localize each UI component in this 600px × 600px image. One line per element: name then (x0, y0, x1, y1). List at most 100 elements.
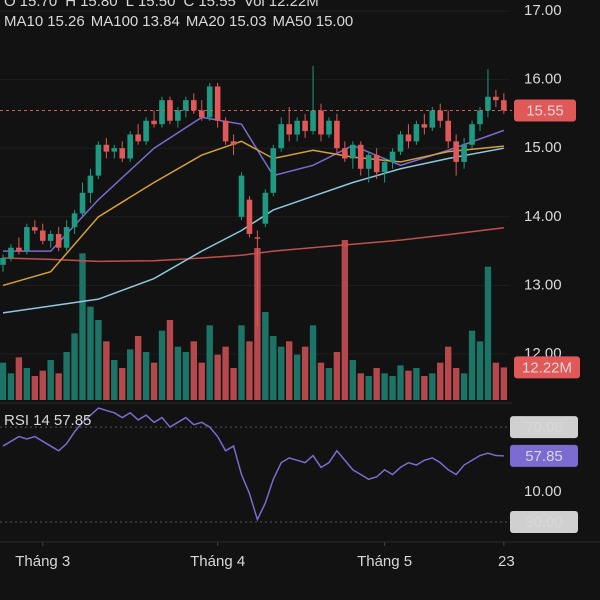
ma-legend-value: 15.03 (229, 13, 267, 30)
volume-bar (301, 346, 309, 400)
candle-body (286, 124, 292, 135)
ohlc-value: 15.70 (20, 0, 58, 10)
candle-body (55, 233, 62, 248)
candle-body (334, 120, 340, 149)
volume-bar (79, 253, 86, 400)
candle-body (206, 86, 213, 118)
volume-bar (222, 346, 229, 400)
volume-bar (492, 362, 500, 400)
volume-bar (317, 362, 325, 400)
volume-bar (103, 341, 110, 400)
volume-bar (182, 352, 190, 400)
candle-body (493, 96, 499, 101)
candle-body (143, 120, 149, 142)
volume-bar (39, 370, 46, 400)
candle-body (16, 247, 22, 252)
volume-bar (127, 349, 134, 400)
volume-bar (31, 376, 38, 400)
volume-bar (373, 368, 380, 400)
volume-bar (309, 325, 317, 400)
volume-bar (55, 373, 62, 400)
rsi-tick-badge (510, 510, 578, 533)
candle-body (413, 124, 420, 142)
volume-bar (381, 373, 388, 400)
rsi-title-value: 57.85 (54, 412, 92, 429)
candle-body (429, 110, 436, 128)
candle-body (461, 144, 467, 162)
candle-body (453, 141, 459, 162)
candle-body (485, 96, 491, 111)
volume-bar (23, 368, 31, 400)
volume-bar (63, 352, 70, 400)
candle-body (397, 134, 404, 152)
candle-body (318, 110, 324, 135)
volume-bar (349, 360, 356, 400)
rsi-value-badge (510, 444, 578, 467)
volume-bar (270, 336, 277, 400)
volume-bar (198, 362, 205, 400)
volume-bar (445, 346, 452, 400)
volume-bar (421, 376, 428, 400)
candle-body (389, 151, 396, 162)
candle-body (214, 86, 221, 121)
volume-bar (238, 325, 245, 400)
candle-body (421, 124, 428, 128)
ohlc-value: 15.50 (138, 0, 176, 10)
candle-body (437, 110, 444, 121)
volume-bar (476, 341, 484, 400)
volume-bar (174, 346, 182, 400)
candle-body (135, 134, 141, 142)
candle-body (87, 175, 94, 193)
candle-body (151, 120, 157, 125)
candle-body (246, 199, 253, 234)
ma-legend-value: 15.00 (316, 13, 354, 30)
volume-bar (262, 312, 269, 400)
volume-bar (0, 362, 7, 400)
candle-body (63, 227, 70, 248)
candle-body (127, 134, 133, 159)
candle-body (270, 148, 277, 193)
rsi-line (2, 407, 504, 522)
volume-badge (514, 356, 580, 379)
volume-bar (413, 368, 420, 400)
moving-average-line (2, 227, 504, 263)
candle-body (469, 124, 475, 145)
candle-body (103, 144, 110, 152)
price-badge (514, 99, 576, 122)
volume-bar (134, 336, 142, 400)
volume-bar (15, 357, 23, 400)
candle-body (198, 110, 205, 118)
volume-bar (293, 354, 301, 400)
candle-body (119, 148, 126, 159)
candle-body (222, 120, 229, 142)
volume-bar (166, 320, 174, 400)
candle-body (47, 233, 54, 241)
ma-legend-value: 13.84 (142, 13, 180, 30)
volume-bar (214, 354, 221, 400)
candle-body (445, 120, 451, 142)
volume-bar (246, 341, 253, 400)
last-price-label: 15.55 (526, 102, 564, 119)
moving-average-line (2, 147, 504, 314)
volume-bar (460, 373, 468, 400)
candle-body (310, 110, 316, 132)
candle-body (24, 227, 30, 252)
x-tick-label: Tháng 4 (190, 553, 245, 570)
volume-bar (142, 352, 150, 400)
candle-body (326, 120, 332, 135)
candle-body (230, 141, 237, 145)
volume-bar (437, 362, 444, 400)
ma-legend-name: MA50 (273, 13, 312, 30)
volume-bar (429, 373, 436, 400)
volume-bar (484, 266, 492, 400)
ma-legend-name: MA100 (91, 13, 139, 30)
volume-bar (397, 365, 404, 400)
candle-body (373, 155, 380, 173)
candle-body (159, 100, 165, 125)
moving-average-line (2, 140, 504, 287)
volume-bar (190, 341, 197, 400)
candle-body (350, 144, 356, 159)
candle-body (71, 213, 78, 228)
candle-body (238, 175, 245, 217)
